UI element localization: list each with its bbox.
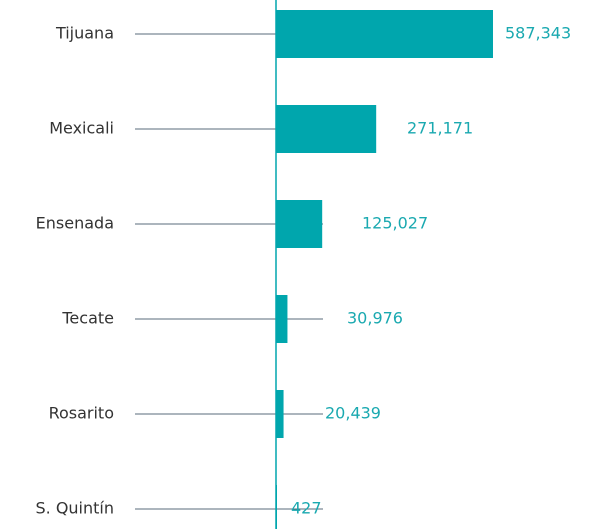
bar (276, 105, 377, 153)
value-label: 125,027 (362, 214, 428, 233)
bar (276, 390, 284, 438)
category-label: Tecate (61, 309, 114, 328)
bar (276, 10, 493, 58)
value-label: 427 (291, 499, 322, 518)
category-label: Tijuana (55, 24, 114, 43)
bar (276, 295, 288, 343)
value-label: 587,343 (505, 24, 571, 43)
value-label: 30,976 (347, 309, 403, 328)
category-label: S. Quintín (35, 499, 114, 518)
bar (276, 200, 323, 248)
value-label: 20,439 (325, 404, 381, 423)
value-label: 271,171 (407, 119, 473, 138)
category-label: Rosarito (49, 404, 114, 423)
category-label: Ensenada (36, 214, 114, 233)
category-label: Mexicali (49, 119, 114, 138)
